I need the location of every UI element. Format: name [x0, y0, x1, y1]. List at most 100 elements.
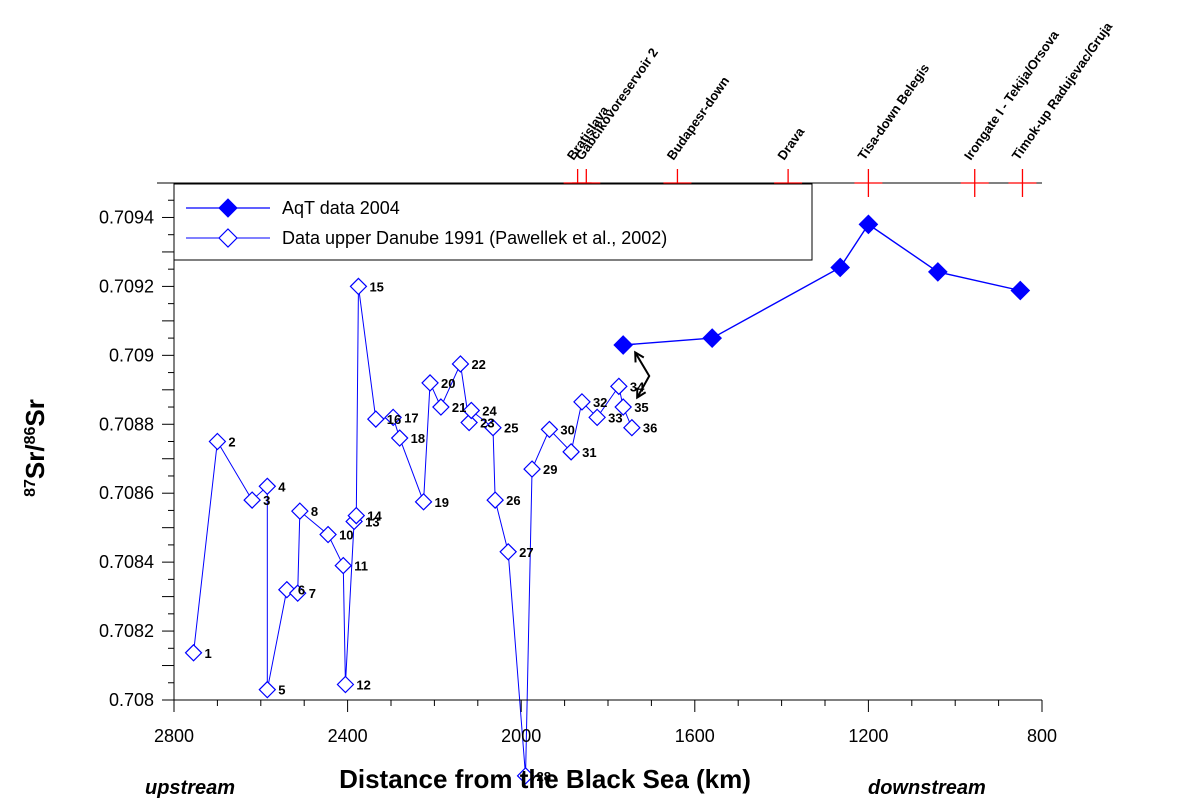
legend-box — [173, 183, 813, 261]
point-label: 22 — [471, 357, 485, 372]
pawellek-data-point — [334, 556, 353, 575]
point-label: 8 — [311, 504, 318, 519]
double-arrow-line — [634, 351, 651, 399]
pawellek-data-point — [390, 429, 409, 447]
y-tick-label: 0.7092 — [99, 276, 154, 296]
pawellek-data-point — [499, 542, 518, 561]
point-label: 26 — [506, 493, 520, 508]
pawellek-data-point — [336, 675, 355, 694]
pawellek-data-point — [288, 584, 307, 603]
svg-text:87Sr/86Sr: 87Sr/86Sr — [20, 399, 50, 497]
point-label: 23 — [480, 416, 494, 431]
point-label: 24 — [482, 403, 497, 418]
pawellek-data-point — [484, 418, 502, 437]
x-tick-label: 800 — [1027, 726, 1057, 746]
x-tick-label: 2400 — [328, 726, 368, 746]
x-tick-label: 1200 — [848, 726, 888, 746]
point-label: 10 — [339, 528, 353, 543]
axes: 0.708 0.7082 0.7084 0.7086 0.7088 0.709 0.7092… — [99, 182, 1057, 746]
y-tick-label: 0.708 — [109, 690, 154, 710]
series-line-pawellek — [193, 286, 633, 776]
point-label: 1 — [205, 646, 212, 661]
point-label: 2 — [228, 435, 235, 450]
pawellek-data-point — [562, 442, 580, 461]
aqt-data-point — [1010, 280, 1031, 301]
aqt-data-point — [927, 262, 948, 282]
pawellek-data-point — [319, 525, 337, 544]
station-label: Gabcikovoreservoir 2 — [572, 45, 661, 163]
x-tick-label: 2800 — [154, 726, 194, 746]
pawellek-data-point — [208, 432, 227, 451]
pawellek-data-point — [421, 374, 439, 392]
legend-marker-aqt — [218, 198, 238, 218]
y-tick-label: 0.7088 — [99, 414, 154, 434]
point-label: 20 — [441, 376, 455, 391]
pawellek-data-point — [516, 766, 535, 785]
station-label: Tisa-down Belegis — [855, 61, 933, 163]
pawellek-data-point — [451, 355, 470, 373]
x-tick-label: 1600 — [675, 726, 715, 746]
point-label: 19 — [435, 495, 449, 510]
aqt-data-point — [858, 214, 879, 235]
upstream-label: upstream — [145, 777, 235, 799]
x-tick-label: 2000 — [501, 726, 541, 746]
point-label: 32 — [593, 395, 607, 410]
point-label: 36 — [643, 421, 657, 436]
pawellek-data-point — [347, 506, 366, 525]
point-label: 29 — [543, 462, 557, 477]
pawellek-data-point — [184, 643, 203, 662]
series-layer — [184, 214, 1031, 785]
y-title-sup1: 87 — [22, 479, 39, 497]
aqt-data-point — [613, 335, 634, 355]
point-label: 11 — [354, 559, 368, 574]
y-tick-label: 0.709 — [109, 345, 154, 365]
point-label: 13 — [365, 514, 379, 529]
y-tick-label: 0.7082 — [99, 621, 154, 641]
y-title-sup2: 86 — [22, 426, 39, 444]
pawellek-data-point — [258, 477, 277, 496]
y-tick-label: 0.7094 — [99, 207, 154, 227]
point-label: 28 — [537, 769, 551, 784]
pawellek-data-point — [384, 408, 403, 427]
point-label: 31 — [582, 445, 596, 460]
pawellek-data-point — [588, 408, 606, 427]
point-label: 30 — [560, 422, 574, 437]
station-label: Timok-up Radujevac/Gruja — [1009, 19, 1116, 163]
pawellek-data-point — [623, 418, 641, 437]
point-label: 21 — [452, 400, 466, 415]
series-line-aqt — [623, 223, 1021, 346]
y-axis-title: 87Sr/86Sr — [20, 399, 50, 497]
pawellek-data-point — [462, 401, 481, 420]
point-label: 4 — [278, 479, 286, 494]
point-label: 6 — [298, 583, 305, 598]
pawellek-data-point — [614, 398, 633, 416]
arrow-head-bottom — [636, 387, 647, 400]
aqt-data-point — [702, 328, 723, 348]
legend: AqT data 2004 Data upper Danube 1991 (Pa… — [173, 183, 813, 261]
point-label: 7 — [309, 586, 316, 601]
point-label: 35 — [634, 400, 648, 415]
legend-entry-aqt: AqT data 2004 — [282, 198, 400, 218]
point-label: 3 — [263, 493, 270, 508]
pawellek-data-point — [258, 680, 277, 699]
pawellek-data-point — [349, 277, 368, 296]
point-label: 17 — [404, 410, 418, 425]
downstream-label: downstream — [868, 777, 986, 799]
point-label: 27 — [519, 545, 533, 560]
y-tick-label: 0.7084 — [99, 552, 154, 572]
arrow-head-top — [634, 350, 645, 363]
y-title-part1: Sr/ — [20, 444, 50, 479]
pawellek-data-point — [366, 410, 385, 428]
point-label: 5 — [278, 683, 285, 698]
station-label: Irongate I - Tekija/Orsova — [961, 27, 1062, 163]
pawellek-data-point — [540, 420, 559, 439]
station-label: Drava — [774, 124, 807, 163]
pawellek-data-point — [460, 413, 478, 432]
plot-lines — [193, 223, 1021, 776]
annotation-layer — [634, 350, 651, 400]
pawellek-data-point — [414, 492, 433, 511]
y-tick-label: 0.7086 — [99, 483, 154, 503]
aqt-data-point — [830, 257, 851, 278]
point-label: 15 — [369, 279, 383, 294]
